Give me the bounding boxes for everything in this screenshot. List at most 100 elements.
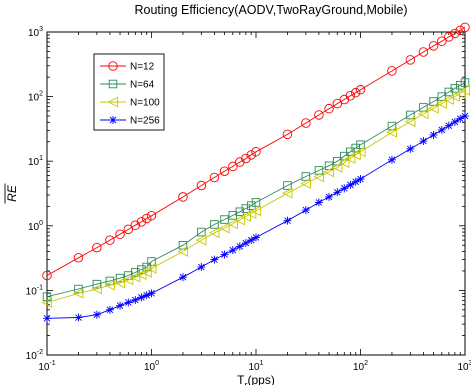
data-point (387, 66, 397, 76)
data-point (387, 155, 396, 164)
data-point (301, 172, 311, 181)
y-axis-label-group: RE (4, 183, 19, 204)
data-point (196, 180, 207, 191)
data-point (141, 267, 152, 278)
data-point (219, 166, 230, 176)
series-N=64 (42, 78, 470, 301)
y-tick-label: 102 (28, 91, 43, 104)
legend-label: N=64 (130, 80, 155, 91)
data-point (251, 198, 261, 207)
data-point (227, 218, 238, 230)
data-point (323, 166, 335, 178)
data-point (235, 242, 244, 251)
data-point (210, 220, 219, 229)
data-point (195, 234, 207, 246)
data-point (429, 97, 438, 106)
legend-box (93, 53, 165, 131)
legend-entry: N=100 (100, 96, 160, 109)
data-point (142, 291, 151, 300)
data-point (450, 117, 459, 126)
data-point (241, 153, 251, 164)
data-point (301, 206, 310, 215)
data-point (437, 92, 447, 101)
data-point (104, 279, 115, 291)
data-point (338, 157, 350, 168)
data-point (460, 78, 470, 87)
y-axis-label: RE (5, 184, 19, 202)
data-point (178, 273, 187, 282)
legend-entry: N=12 (100, 61, 155, 73)
series-layer (41, 22, 471, 323)
data-point (355, 84, 366, 95)
data-point (246, 150, 256, 160)
data-point (147, 257, 156, 266)
series-line (46, 27, 466, 276)
data-point (131, 296, 140, 305)
data-point (344, 153, 356, 164)
x-tick-label: 101 (248, 360, 263, 373)
data-point (444, 121, 453, 130)
data-point (340, 184, 349, 193)
data-point (116, 301, 125, 310)
data-point (136, 217, 147, 227)
data-point (129, 271, 141, 283)
data-point (234, 214, 245, 226)
legend-marker (108, 79, 118, 89)
legend-label: N=12 (130, 62, 155, 73)
data-point (42, 270, 52, 281)
data-point (354, 146, 366, 158)
data-point (124, 298, 133, 307)
data-point (252, 233, 260, 242)
data-point (454, 88, 466, 99)
data-point (246, 201, 256, 210)
data-point (142, 262, 151, 272)
data-point (105, 235, 115, 245)
data-point (209, 172, 220, 183)
data-point (332, 98, 343, 109)
data-point (220, 215, 229, 224)
data-point (437, 36, 447, 46)
data-point (240, 211, 251, 222)
data-point (350, 149, 361, 161)
data-point (137, 293, 146, 302)
data-point (301, 118, 311, 128)
data-point (356, 140, 365, 149)
data-point (300, 178, 311, 189)
data-point (450, 84, 460, 93)
data-point (137, 265, 146, 274)
data-point (460, 22, 470, 33)
data-point (251, 147, 261, 157)
data-point (177, 246, 189, 257)
data-point (178, 192, 188, 202)
data-point (91, 283, 102, 295)
data-point (450, 28, 460, 39)
data-point (197, 227, 206, 237)
data-point (351, 177, 360, 186)
data-point (283, 181, 292, 190)
chart-title: Routing Efficiency(AODV,TwoRayGround,Mob… (134, 3, 407, 17)
x-tick-label: 102 (353, 360, 368, 373)
data-point (419, 137, 428, 146)
data-point (461, 112, 469, 121)
data-point (228, 161, 238, 172)
x-tick-label: 100 (144, 360, 159, 373)
data-point (235, 157, 245, 167)
data-point (145, 262, 157, 274)
data-point (228, 246, 237, 255)
data-point (333, 188, 342, 197)
legend-entry: N=256 (100, 116, 160, 127)
data-point (314, 198, 323, 207)
data-point (386, 126, 398, 138)
data-point (115, 229, 125, 239)
data-point (324, 103, 334, 114)
y-tick-label: 10-1 (26, 284, 43, 297)
y-tick-label: 10-2 (26, 349, 43, 362)
data-point (313, 171, 324, 183)
data-point (350, 87, 361, 98)
data-point (43, 314, 51, 323)
data-point (459, 85, 471, 96)
series-line (46, 82, 466, 298)
data-point (105, 305, 114, 314)
